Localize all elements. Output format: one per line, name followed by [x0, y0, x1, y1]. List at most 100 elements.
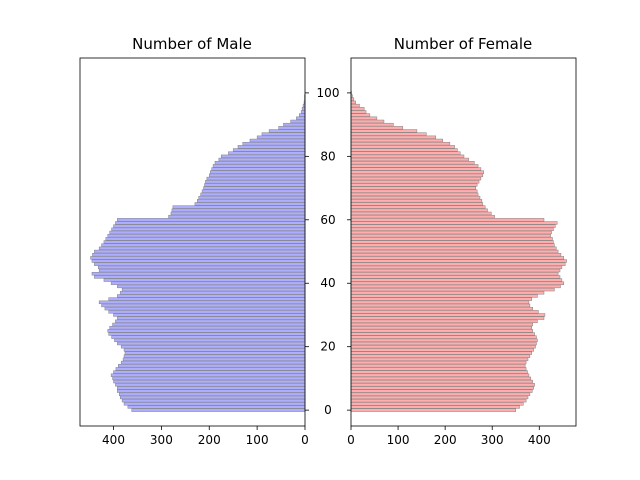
y-tick-label: 100 [317, 86, 340, 100]
female-bar [350, 122, 394, 127]
female-bar [350, 211, 492, 216]
female-bar [350, 376, 532, 381]
male-bar [261, 132, 306, 136]
female-bar [350, 151, 461, 155]
female-bar [350, 256, 565, 260]
male-bar [90, 256, 306, 260]
female-bars [350, 91, 567, 412]
male-bar [113, 370, 306, 374]
male-bar [290, 119, 306, 124]
female-bar [350, 402, 524, 406]
female-bar [350, 341, 537, 346]
female-bar [350, 113, 371, 117]
male-bar [194, 202, 306, 206]
male-bar [117, 284, 306, 289]
male-bar [172, 205, 306, 209]
male-bar [103, 278, 306, 282]
female-bar [350, 348, 534, 352]
male-x-tick-label: 400 [102, 433, 125, 447]
male-bar [300, 110, 306, 114]
male-bar [114, 338, 306, 343]
female-bar [350, 135, 436, 139]
female-bar [350, 192, 479, 197]
male-bar [98, 268, 306, 273]
male-bar [119, 291, 306, 295]
female-bar [350, 329, 533, 333]
female-bar [350, 354, 531, 358]
female-bar [350, 291, 545, 295]
female-bar [350, 287, 555, 292]
female-bar [350, 395, 529, 400]
y-tick-label: 40 [320, 276, 335, 290]
female-chart-title: Number of Female [394, 35, 533, 53]
female-bar [350, 97, 355, 101]
male-bar [211, 167, 306, 171]
female-bar [350, 141, 451, 146]
female-bar [350, 306, 533, 311]
female-bar [350, 202, 484, 206]
female-bar [350, 379, 533, 384]
female-bar [350, 360, 527, 365]
female-bar [350, 345, 536, 349]
female-x-tick-label: 100 [387, 433, 410, 447]
female-bar [350, 110, 367, 114]
female-bar [350, 221, 558, 225]
male-bar [115, 319, 306, 323]
female-bar [350, 132, 427, 136]
female-bar [350, 294, 538, 298]
male-bar [201, 189, 306, 193]
male-bar [110, 373, 306, 377]
female-bar [350, 398, 527, 403]
male-bar [91, 259, 306, 263]
female-bar [350, 189, 478, 193]
y-tick-label: 0 [324, 403, 332, 417]
female-bar [350, 392, 531, 396]
y-tick-label: 80 [320, 149, 335, 163]
male-bar [119, 395, 306, 400]
male-bar [124, 351, 306, 355]
male-bar [117, 341, 306, 346]
female-axes-frame [350, 57, 577, 427]
male-bar [108, 310, 306, 314]
female-bar [350, 218, 545, 222]
female-bar [350, 199, 483, 203]
female-bar [350, 332, 535, 336]
male-bar [283, 122, 306, 127]
female-bar [350, 186, 476, 190]
female-bar [350, 129, 418, 133]
female-bar [350, 126, 404, 130]
male-bar [115, 383, 306, 387]
male-bar [220, 154, 306, 159]
shared-y-ticks: 0 20 40 60 80 100 [305, 86, 351, 417]
male-bars [90, 94, 306, 412]
male-x-tick-label: 300 [150, 433, 173, 447]
male-bar [91, 272, 306, 276]
male-bar [97, 265, 306, 270]
male-bar [111, 335, 306, 339]
male-bar [110, 281, 306, 285]
male-bar [113, 313, 306, 317]
female-bar [350, 313, 546, 317]
male-bar [98, 300, 306, 304]
female-bar [350, 243, 555, 247]
male-bar [119, 392, 306, 396]
male-bar [94, 275, 306, 279]
female-bar [350, 389, 533, 393]
male-bar [103, 240, 306, 244]
female-bar [350, 265, 563, 270]
male-bar [108, 297, 306, 301]
male-bar [212, 164, 306, 168]
female-bar [350, 195, 481, 200]
female-x-ticks: 0 100 200 300 400 [347, 426, 551, 447]
female-bar [350, 316, 545, 320]
female-bar [350, 170, 484, 174]
male-bar [115, 221, 306, 225]
female-bar [350, 370, 528, 374]
female-bar [350, 237, 553, 241]
male-bar [101, 243, 306, 247]
male-bar [131, 408, 306, 412]
male-x-tick-label: 0 [301, 433, 309, 447]
female-bar [350, 253, 562, 257]
female-bar [350, 284, 561, 289]
